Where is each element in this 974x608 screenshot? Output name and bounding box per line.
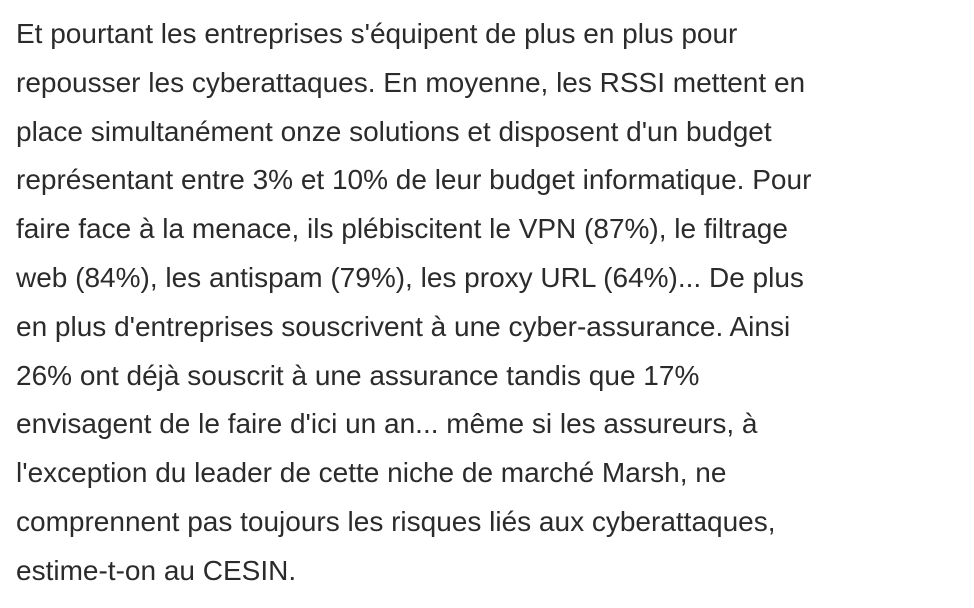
paragraph-line: l'exception du leader de cette niche de … — [16, 457, 727, 489]
paragraph-line: estime-t-on au CESIN. — [16, 554, 297, 586]
paragraph-line: Et pourtant les entreprises s'équipent d… — [16, 18, 738, 49]
paragraph-line: en plus d'entreprises souscrivent à une … — [16, 310, 791, 342]
paragraph-line: représentant entre 3% et 10% de leur bud… — [16, 164, 812, 196]
paragraph-line: web (84%), les antispam (79%), les proxy… — [16, 261, 804, 293]
paragraph-line: 26% ont déjà souscrit à une assurance ta… — [16, 359, 700, 391]
article-paragraph: Et pourtant les entreprises s'équipent d… — [16, 10, 966, 596]
paragraph-line: repousser les cyberattaques. En moyenne,… — [16, 66, 806, 98]
paragraph-line: comprennent pas toujours les risques lié… — [16, 505, 776, 537]
article-body: Et pourtant les entreprises s'équipent d… — [16, 10, 966, 596]
paragraph-line: faire face à la menace, ils plébiscitent… — [16, 213, 788, 245]
paragraph-line: envisagent de le faire d'ici un an... mê… — [16, 408, 758, 440]
paragraph-line: place simultanément onze solutions et di… — [16, 115, 772, 147]
